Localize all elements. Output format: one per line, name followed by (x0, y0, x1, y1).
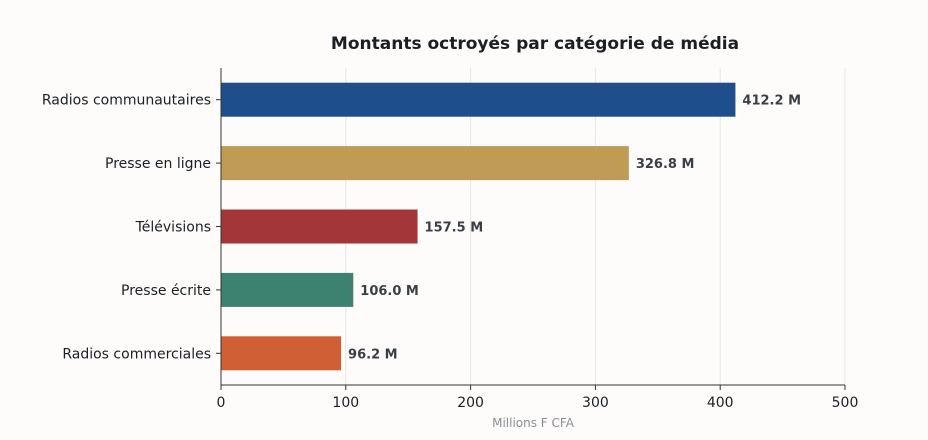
bar (221, 146, 629, 181)
value-labels: 412.2 M 326.8 M 157.5 M 106.0 M 96.2 M (348, 94, 801, 363)
x-axis-title: Millions F CFA (492, 416, 575, 430)
value-label: 412.2 M (742, 94, 801, 109)
x-tick-label: 200 (457, 395, 484, 411)
category-label: Radios commerciales (62, 346, 211, 362)
x-tick-label: 400 (707, 395, 734, 411)
bar (221, 272, 354, 307)
category-label: Presse en ligne (105, 156, 211, 172)
category-labels: Radios communautaires Presse en ligne Télé… (42, 93, 221, 362)
x-axis-ticks: 0 100 200 300 400 500 (217, 385, 859, 411)
category-label: Télévisions (135, 220, 211, 236)
value-label: 326.8 M (636, 157, 695, 172)
bar (221, 82, 736, 117)
bar (221, 336, 342, 371)
x-tick-label: 300 (582, 395, 609, 411)
value-label: 106.0 M (360, 284, 419, 299)
chart-title: Montants octroyés par catégorie de média (331, 34, 739, 54)
category-label: Radios communautaires (42, 93, 211, 109)
bars-group (221, 82, 736, 371)
gridlines (345, 68, 846, 385)
bar (221, 209, 418, 244)
category-label: Presse écrite (121, 283, 211, 299)
value-label: 96.2 M (348, 347, 398, 362)
x-tick-label: 500 (832, 395, 859, 411)
x-tick-label: 0 (217, 395, 226, 411)
x-tick-label: 100 (332, 395, 359, 411)
value-label: 157.5 M (425, 221, 484, 236)
